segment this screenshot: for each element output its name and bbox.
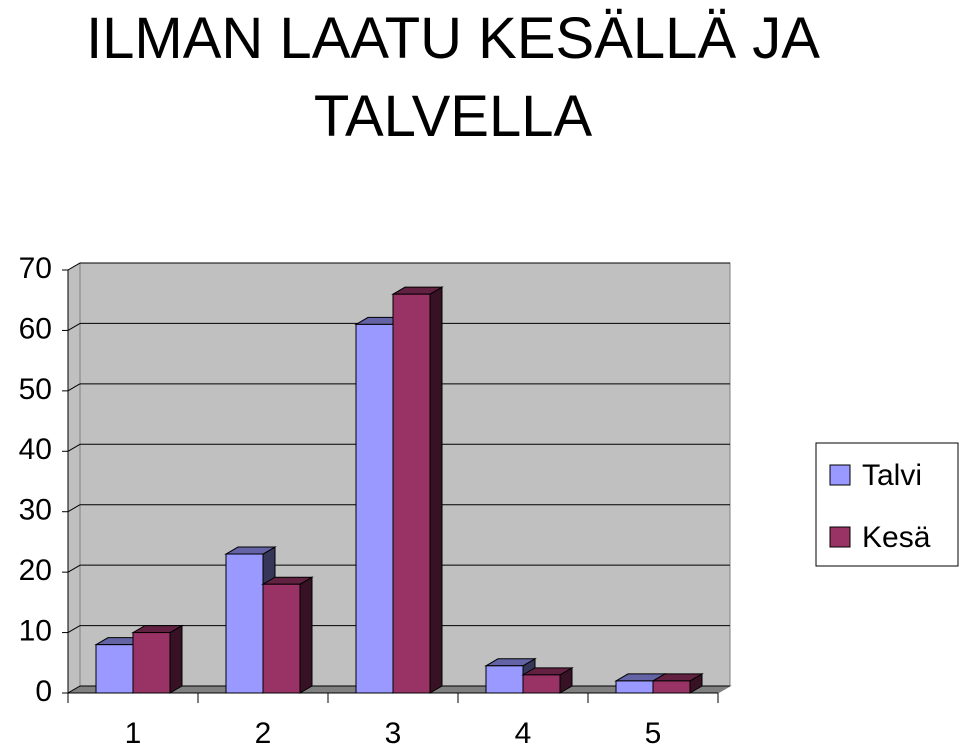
x-tick-label: 5	[645, 717, 662, 750]
x-tick-label: 2	[255, 717, 272, 750]
y-tick-label: 30	[19, 494, 52, 527]
y-tick-label: 40	[19, 433, 52, 466]
bar	[132, 632, 171, 694]
y-tick-label: 60	[19, 312, 52, 345]
bar	[485, 665, 524, 694]
grid-line	[67, 383, 81, 392]
x-tick-label: 4	[515, 717, 532, 750]
grid-line	[67, 262, 81, 271]
y-tick-label: 70	[19, 252, 52, 285]
y-tick-label: 50	[19, 373, 52, 406]
bar-side	[169, 624, 183, 694]
bar-side	[429, 286, 443, 694]
bar	[355, 323, 394, 694]
bar	[262, 583, 301, 694]
x-tick-label: 3	[385, 717, 402, 750]
bar-side	[299, 576, 313, 694]
legend-label: Talvi	[862, 459, 922, 492]
grid-line	[67, 564, 81, 573]
bar	[95, 644, 134, 694]
bar	[392, 293, 431, 694]
grid-line	[67, 625, 81, 634]
chart-title: ILMAN LAATU KESÄLLÄ JA TALVELLA	[86, 6, 820, 149]
y-tick-label: 10	[19, 614, 52, 647]
y-tick-label: 20	[19, 554, 52, 587]
legend-swatch	[829, 526, 851, 548]
bar	[522, 674, 561, 694]
bar	[652, 680, 691, 694]
grid-line	[67, 504, 81, 513]
y-tick-label: 0	[35, 675, 52, 708]
grid-line	[67, 443, 81, 452]
bar	[225, 553, 264, 694]
grid-line	[67, 685, 81, 694]
legend-swatch	[829, 464, 851, 486]
legend-label: Kesä	[862, 521, 931, 554]
grid-line	[67, 322, 81, 331]
x-tick-label: 1	[125, 717, 142, 750]
bar	[615, 680, 654, 694]
